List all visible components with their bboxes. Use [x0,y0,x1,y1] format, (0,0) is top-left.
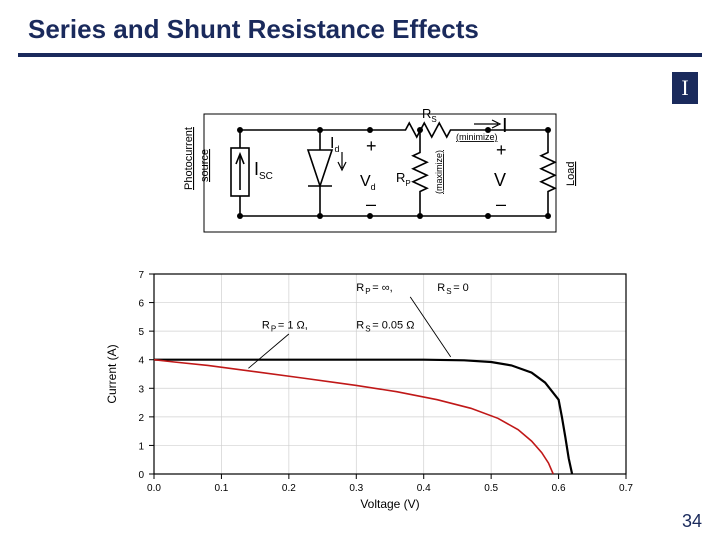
svg-text:Photocurrent: Photocurrent [183,127,195,190]
uiuc-logo: I [672,72,698,104]
svg-text:0.0: 0.0 [147,483,161,494]
svg-text:0.6: 0.6 [552,483,566,494]
svg-text:Id: Id [330,135,339,154]
svg-text:(minimize): (minimize) [456,132,498,142]
svg-text:P: P [365,287,370,296]
svg-text:ISC: ISC [254,159,273,182]
svg-text:4: 4 [138,356,144,367]
svg-text:Voltage (V): Voltage (V) [360,497,419,511]
svg-text:0.2: 0.2 [282,483,296,494]
iv-chart: 0.0 0.1 0.2 0.3 0.4 0.5 0.6 0.7 0 1 2 3 4 5 6 7 Voltage … [100,264,640,514]
svg-text:2: 2 [138,413,144,424]
svg-text:RP: RP [396,170,411,188]
svg-text:Vd: Vd [360,173,376,192]
svg-text:1: 1 [138,441,144,452]
svg-text:–: – [366,194,376,214]
svg-text:0.7: 0.7 [619,483,633,494]
svg-text:R: R [356,319,364,331]
svg-text:+: + [366,136,377,156]
svg-text:0: 0 [138,470,144,481]
svg-text:R: R [356,282,364,294]
svg-text:Load: Load [565,162,577,186]
svg-text:R: R [262,319,270,331]
svg-text:7: 7 [138,270,144,281]
svg-text:5: 5 [138,327,144,338]
svg-text:0.4: 0.4 [417,483,431,494]
svg-text:V: V [494,170,506,190]
svg-text:R: R [437,282,445,294]
svg-text:0.1: 0.1 [214,483,228,494]
svg-text:RS: RS [422,106,437,124]
svg-text:= 1 Ω,: = 1 Ω, [278,319,308,331]
svg-text:= ∞,: = ∞, [372,282,392,294]
svg-text:source: source [199,149,211,182]
svg-text:–: – [496,194,506,214]
svg-text:0.5: 0.5 [484,483,498,494]
svg-text:6: 6 [138,299,144,310]
svg-text:Current (A): Current (A) [105,344,119,403]
page-number: 34 [682,511,702,532]
svg-text:(maximize): (maximize) [434,150,444,194]
svg-text:= 0.05 Ω: = 0.05 Ω [372,319,414,331]
svg-text:= 0: = 0 [453,282,469,294]
page-title: Series and Shunt Resistance Effects [0,0,720,53]
svg-text:P: P [271,324,276,333]
svg-text:+: + [496,140,507,160]
svg-text:S: S [365,324,370,333]
title-rule [18,53,702,57]
svg-text:I: I [502,115,508,137]
svg-text:0.3: 0.3 [349,483,363,494]
circuit-diagram: Photocurrent source ISC Id + Vd – RS (minimize) R… [170,90,590,250]
svg-text:3: 3 [138,384,144,395]
svg-text:S: S [446,287,451,296]
